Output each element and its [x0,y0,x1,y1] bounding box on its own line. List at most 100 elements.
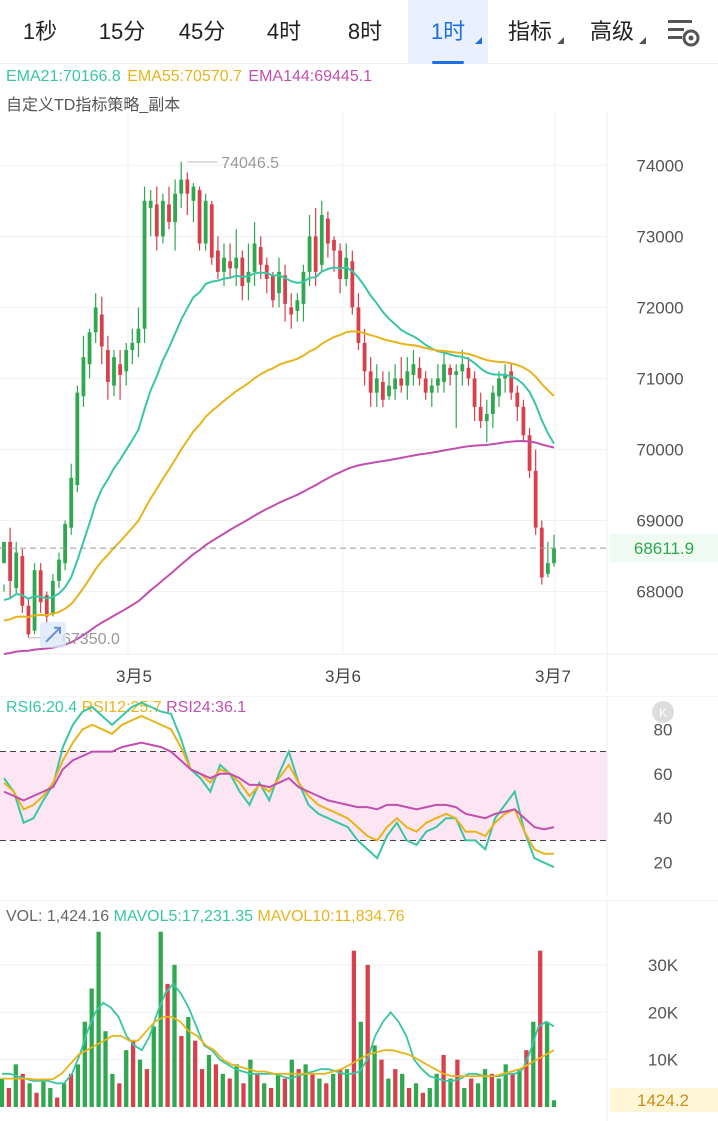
volume-bar [61,1083,67,1107]
candle-body [289,307,294,315]
ema144-line [3,439,555,655]
last-price-badge [610,534,718,563]
interval-tab-2[interactable]: 45分 [162,0,242,64]
candle-body [472,378,477,407]
interval-tab-0[interactable]: 1秒 [0,0,80,64]
interval-tab-5[interactable]: 1时 [408,0,488,64]
volume-bar [193,1040,198,1107]
volume-bar [344,1069,350,1107]
interval-toolbar: 1秒 15分 45分 4时 8时 1时 指标 高级 [0,0,718,64]
candle-body [417,367,422,379]
volume-bar [406,1088,412,1107]
volume-bar [448,1078,453,1107]
volume-bar [482,1069,488,1107]
price-axis-label: 70000 [636,441,683,460]
volume-bar [96,931,101,1107]
ema55-legend: EMA55:70570.7 [127,68,242,85]
volume-bar [165,983,170,1107]
candle-body [521,406,526,436]
candle-body [63,524,68,564]
candle-body [301,271,306,304]
candle-body [258,247,263,265]
volume-bar [427,1088,432,1107]
candle-body [509,371,514,393]
candle-body [374,378,379,393]
volume-bar [469,1078,474,1107]
max-price-label: 74046.5 [221,155,279,172]
candle-body [307,236,312,272]
ema-legend: EMA21:70166.8 EMA55:70570.7 EMA144:69445… [6,68,372,86]
candle-body [118,364,123,375]
volume-bar [234,1064,239,1107]
candle-body [173,193,178,223]
interval-tab-3[interactable]: 4时 [244,0,324,64]
candle-body [148,200,153,208]
volume-bar [544,1021,550,1107]
price-chart[interactable]: 74000 73000 72000 71000 70000 69000 68000 3月5 3月… [0,112,718,692]
dropdown-caret-icon [475,37,482,44]
candle-body [136,328,141,343]
candle-body [105,350,110,382]
candle-body [325,218,330,244]
candle-body [338,250,343,279]
vol-axis-label: 20K [648,1003,679,1022]
candle-body [545,563,550,574]
volume-bar [220,1073,225,1107]
candle-body [38,570,43,603]
rsi-chart[interactable]: 80 60 40 20 K [0,696,718,896]
volume-chart[interactable]: 30K 20K 10K 1424.2 [0,900,718,1121]
candle-body [234,257,239,269]
chart-settings-icon[interactable] [664,14,704,50]
vol-legend: VOL: 1,424.16 MAVOL5:17,231.35 MAVOL10:1… [6,908,405,926]
volume-bar [186,1017,191,1107]
volume-bar [75,1064,81,1107]
candle-body [99,314,104,347]
candle-body [454,371,459,375]
interval-tab-7[interactable]: 高级 [572,0,652,64]
volume-bar [420,1092,426,1107]
volume-bar [317,1078,322,1107]
candle-body [448,367,453,375]
rsi-axis-label: 60 [654,765,673,784]
volume-bar [20,1073,25,1107]
rsi-axis-label: 80 [654,720,673,739]
candle-body [405,371,410,386]
candle-body [215,250,220,272]
candle-body [167,204,171,223]
interval-tab-6[interactable]: 指标 [490,0,570,64]
volume-bar [489,1073,495,1107]
candle-body [209,204,214,258]
reset-zoom-icon[interactable] [40,621,66,648]
vol-axis-label: 10K [648,1051,679,1070]
volume-bar [48,1088,53,1107]
volume-bar [324,1083,329,1107]
candle-body [515,392,520,407]
candle-body [350,261,355,308]
volume-bar [213,1064,219,1107]
interval-tab-label: 4时 [266,19,302,44]
rsi-series-rsi24 [3,741,555,831]
candle-body [295,300,300,311]
interval-tab-4[interactable]: 8时 [325,0,405,64]
volume-bar [310,1073,315,1107]
volume-bar [393,1069,398,1107]
ema21-line [3,266,555,601]
candle-body [8,541,13,581]
volume-bar [255,1073,260,1107]
rsi-axis-label: 20 [654,854,673,873]
volume-bar [351,950,357,1107]
ema55-line [3,330,555,622]
volume-bar [475,1083,481,1107]
time-axis-label: 3月6 [325,667,361,686]
candle-body [270,275,275,301]
interval-tab-1[interactable]: 15分 [82,0,162,64]
candle-body [356,307,361,343]
volume-bar [151,1026,156,1107]
interval-tab-label: 1时 [430,19,466,44]
time-axis-label: 3月7 [535,667,571,686]
candle-body [93,307,98,333]
rsi-axis-label: 40 [654,809,673,828]
candle-body [442,364,446,382]
candle-body [203,200,208,244]
volume-bar [41,1078,46,1107]
